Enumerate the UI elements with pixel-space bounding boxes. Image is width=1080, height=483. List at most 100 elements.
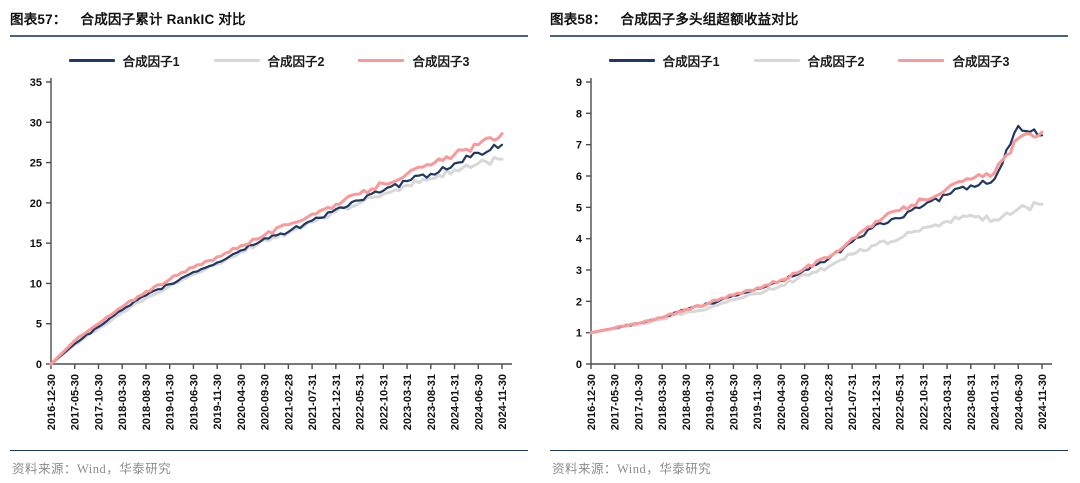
legend-item-factor1: 合成因子1 bbox=[68, 51, 180, 70]
figure-header: 图表57： 合成因子累计 RankIC 对比 bbox=[10, 8, 528, 37]
tick-label: 2022-10-31 bbox=[378, 374, 390, 430]
tick-label: 2023-03-31 bbox=[402, 374, 414, 430]
tick-label: 2016-12-30 bbox=[46, 374, 58, 430]
tick-label: 2024-01-31 bbox=[990, 374, 1002, 430]
chart-legend: 合成因子1 合成因子2 合成因子3 bbox=[10, 50, 528, 70]
legend-item-factor2: 合成因子2 bbox=[213, 51, 325, 70]
legend-line-swatch bbox=[898, 58, 945, 62]
tick-label: 2019-11-30 bbox=[752, 374, 764, 430]
legend-item-factor1: 合成因子1 bbox=[608, 51, 720, 70]
legend-label: 合成因子1 bbox=[122, 54, 180, 69]
figure-panel-58: 图表58： 合成因子多头组超额收益对比 合成因子1 合成因子2 合成因子3 0 1… bbox=[540, 0, 1080, 483]
tick-label: 7 bbox=[576, 140, 582, 152]
tick-label: 2018-08-30 bbox=[141, 374, 153, 430]
tick-label: 2017-05-30 bbox=[70, 374, 82, 430]
tick-label: 2024-06-30 bbox=[1013, 374, 1025, 430]
tick-label: 6 bbox=[576, 171, 582, 183]
figure-title: 合成因子多头组超额收益对比 bbox=[620, 12, 799, 27]
tick-label: 2020-04-30 bbox=[776, 374, 788, 430]
tick-label: 2020-04-30 bbox=[236, 374, 248, 430]
legend-item-factor3: 合成因子3 bbox=[358, 51, 469, 70]
tick-label: 2019-11-30 bbox=[212, 374, 224, 430]
tick-label: 30 bbox=[30, 117, 42, 129]
series-line bbox=[49, 155, 504, 366]
tick-label: 5 bbox=[576, 202, 582, 214]
tick-label: 2024-01-31 bbox=[450, 374, 462, 430]
figure-header: 图表58： 合成因子多头组超额收益对比 bbox=[550, 8, 1068, 37]
tick-label: 2022-05-31 bbox=[355, 374, 367, 430]
tick-label: 2021-02-28 bbox=[283, 374, 295, 430]
legend-line-swatch bbox=[213, 58, 260, 62]
tick-label: 2016-12-30 bbox=[586, 374, 598, 430]
tick-label: 2022-05-31 bbox=[895, 374, 907, 430]
tick-label: 2019-06-30 bbox=[728, 374, 740, 430]
tick-label: 2023-08-31 bbox=[966, 374, 978, 430]
series-line bbox=[589, 200, 1044, 335]
tick-label: 2018-08-30 bbox=[681, 374, 693, 430]
series-line bbox=[589, 130, 1044, 335]
figure-bottom-rule bbox=[10, 450, 528, 451]
tick-label: 2024-11-30 bbox=[1037, 374, 1049, 430]
tick-label: 2019-06-30 bbox=[188, 374, 200, 430]
tick-label: 0 bbox=[36, 359, 42, 371]
figure-panel-57: 图表57： 合成因子累计 RankIC 对比 合成因子1 合成因子2 合成因子3… bbox=[10, 8, 528, 476]
legend-line-swatch bbox=[753, 58, 800, 62]
tick-label: 2021-07-31 bbox=[307, 374, 319, 430]
tick-label: 20 bbox=[30, 198, 42, 210]
tick-label: 3 bbox=[576, 265, 582, 277]
tick-label: 2022-10-31 bbox=[918, 374, 930, 430]
legend-label: 合成因子3 bbox=[412, 54, 470, 69]
tick-label: 2 bbox=[576, 296, 582, 308]
legend-line-swatch bbox=[68, 58, 115, 62]
tick-label: 35 bbox=[30, 77, 42, 89]
tick-label: 2019-01-30 bbox=[705, 374, 717, 430]
figure-title: 合成因子累计 RankIC 对比 bbox=[80, 12, 246, 27]
tick-label: 2020-09-30 bbox=[800, 374, 812, 430]
figure-number: 图表57： bbox=[10, 12, 67, 27]
figure-number: 图表58： bbox=[550, 12, 607, 27]
tick-label: 9 bbox=[576, 77, 582, 89]
tick-label: 4 bbox=[576, 234, 583, 246]
series-line bbox=[49, 143, 504, 366]
series-line bbox=[49, 132, 504, 366]
line-chart-svg: 0 5 10 15 20 25 30 35 2016-12-30 2017-05-30 2017-1… bbox=[30, 77, 512, 430]
tick-label: 2023-08-31 bbox=[426, 374, 438, 430]
tick-label: 2017-10-30 bbox=[93, 374, 105, 430]
tick-label: 2021-12-31 bbox=[331, 374, 343, 430]
rankic-line-chart: 0 5 10 15 20 25 30 35 2016-12-30 2017-05-30 2017-1… bbox=[10, 72, 528, 448]
tick-label: 2021-07-31 bbox=[847, 374, 859, 430]
source-note: 资料来源：Wind，华泰研究 bbox=[12, 462, 172, 476]
tick-label: 8 bbox=[576, 108, 582, 120]
tick-label: 2021-02-28 bbox=[823, 374, 835, 430]
tick-label: 15 bbox=[30, 238, 42, 250]
tick-label: 5 bbox=[36, 319, 42, 331]
excess-return-line-chart: 0 1 2 3 4 5 6 7 8 9 2016-12-30 2017-05-30 2017-10-30… bbox=[550, 72, 1068, 448]
tick-label: 2024-06-30 bbox=[473, 374, 485, 430]
tick-label: 25 bbox=[30, 158, 42, 170]
tick-label: 2024-11-30 bbox=[497, 374, 509, 430]
tick-label: 0 bbox=[576, 359, 582, 371]
legend-line-swatch bbox=[358, 58, 405, 62]
series-line bbox=[589, 124, 1044, 334]
tick-label: 2020-09-30 bbox=[260, 374, 272, 430]
tick-label: 1 bbox=[576, 328, 582, 340]
legend-line-swatch bbox=[608, 58, 655, 62]
tick-label: 2017-10-30 bbox=[633, 374, 645, 430]
legend-label: 合成因子2 bbox=[267, 54, 325, 69]
tick-label: 2021-12-31 bbox=[871, 374, 883, 430]
tick-label: 10 bbox=[30, 278, 42, 290]
tick-label: 2023-03-31 bbox=[942, 374, 954, 430]
legend-label: 合成因子1 bbox=[662, 54, 720, 69]
tick-label: 2018-03-30 bbox=[657, 374, 669, 430]
legend-item-factor3: 合成因子3 bbox=[898, 51, 1009, 70]
tick-label: 2018-03-30 bbox=[117, 374, 129, 430]
source-note: 资料来源：Wind，华泰研究 bbox=[552, 462, 712, 476]
line-chart-svg: 0 1 2 3 4 5 6 7 8 9 2016-12-30 2017-05-30 2017-10-30… bbox=[576, 77, 1052, 430]
figure-bottom-rule bbox=[550, 450, 1068, 451]
legend-label: 合成因子3 bbox=[952, 54, 1010, 69]
tick-label: 2019-01-30 bbox=[165, 374, 177, 430]
tick-label: 2017-05-30 bbox=[610, 374, 622, 430]
legend-label: 合成因子2 bbox=[807, 54, 865, 69]
legend-item-factor2: 合成因子2 bbox=[753, 51, 865, 70]
